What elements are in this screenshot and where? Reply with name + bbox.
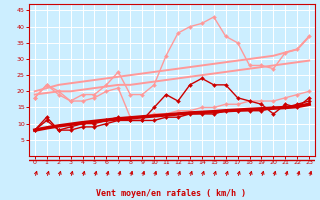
Text: Vent moyen/en rafales ( km/h ): Vent moyen/en rafales ( km/h ) (96, 189, 246, 198)
